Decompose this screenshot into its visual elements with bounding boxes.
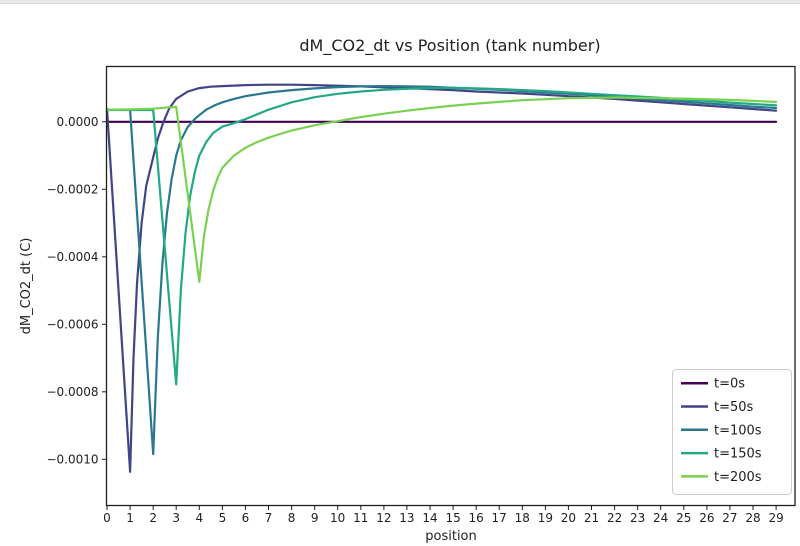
legend-entry-label: t=100s: [714, 423, 762, 438]
y-axis-label: dM_CO2_dt (C): [19, 238, 34, 335]
x-tick-label: 13: [399, 511, 414, 525]
window-top-border: [0, 0, 800, 4]
x-tick-label: 27: [722, 511, 737, 525]
x-tick-label: 0: [103, 511, 111, 525]
x-tick-label: 6: [242, 511, 250, 525]
axes-frame: [105, 65, 796, 507]
legend-entry-label: t=0s: [714, 377, 745, 392]
plot-built-content: 0 1 2 3 4 5 6 7 8 9 10 11 12 13 14 15 16 17 18 19 20 21 22 23 24…: [46, 65, 796, 525]
x-tick-label: 1: [126, 511, 134, 525]
y-tick-label: −0.0002: [46, 183, 98, 197]
x-tick-label: 28: [745, 511, 760, 525]
x-tick-label: 5: [219, 511, 227, 525]
x-tick-label: 9: [311, 511, 319, 525]
x-tick-label: 3: [172, 511, 180, 525]
series-line-t-50s: [105, 83, 778, 473]
y-tick-label: −0.0008: [46, 385, 98, 399]
x-tick-label: 26: [699, 511, 714, 525]
x-tick-label: 25: [676, 511, 691, 525]
x-tick-label: 20: [561, 511, 576, 525]
x-tick-label: 14: [422, 511, 437, 525]
series-line-t-200s: [105, 96, 778, 283]
series-line-t-150s: [105, 86, 778, 386]
x-tick-label: 21: [584, 511, 599, 525]
x-tick-label: 15: [445, 511, 460, 525]
x-tick-label: 29: [768, 511, 783, 525]
x-tick-label: 23: [630, 511, 645, 525]
chart-title: dM_CO2_dt vs Position (tank number): [299, 36, 600, 56]
x-tick-label: 8: [288, 511, 296, 525]
y-tick-label: −0.0004: [46, 250, 98, 264]
x-tick-label: 10: [330, 511, 345, 525]
x-tick-label: 17: [492, 511, 507, 525]
legend-entry-label: t=200s: [714, 470, 762, 485]
x-tick-label: 18: [515, 511, 530, 525]
legend-box: [672, 369, 792, 495]
x-tick-label: 4: [195, 511, 203, 525]
y-tick-label: −0.0006: [46, 318, 98, 332]
legend-entry-label: t=150s: [714, 447, 762, 462]
y-tick-label: 0.0000: [57, 115, 99, 129]
x-tick-label: 7: [265, 511, 273, 525]
legend-entry-label: t=50s: [714, 400, 754, 415]
x-tick-label: 24: [653, 511, 668, 525]
x-tick-label: 12: [376, 511, 391, 525]
y-tick-label: −0.0010: [46, 453, 98, 467]
x-tick-label: 11: [353, 511, 368, 525]
x-tick-label: 19: [538, 511, 553, 525]
x-tick-label: 16: [469, 511, 484, 525]
x-tick-label: 22: [607, 511, 622, 525]
x-axis-label: position: [425, 529, 477, 544]
x-tick-label: 2: [149, 511, 157, 525]
